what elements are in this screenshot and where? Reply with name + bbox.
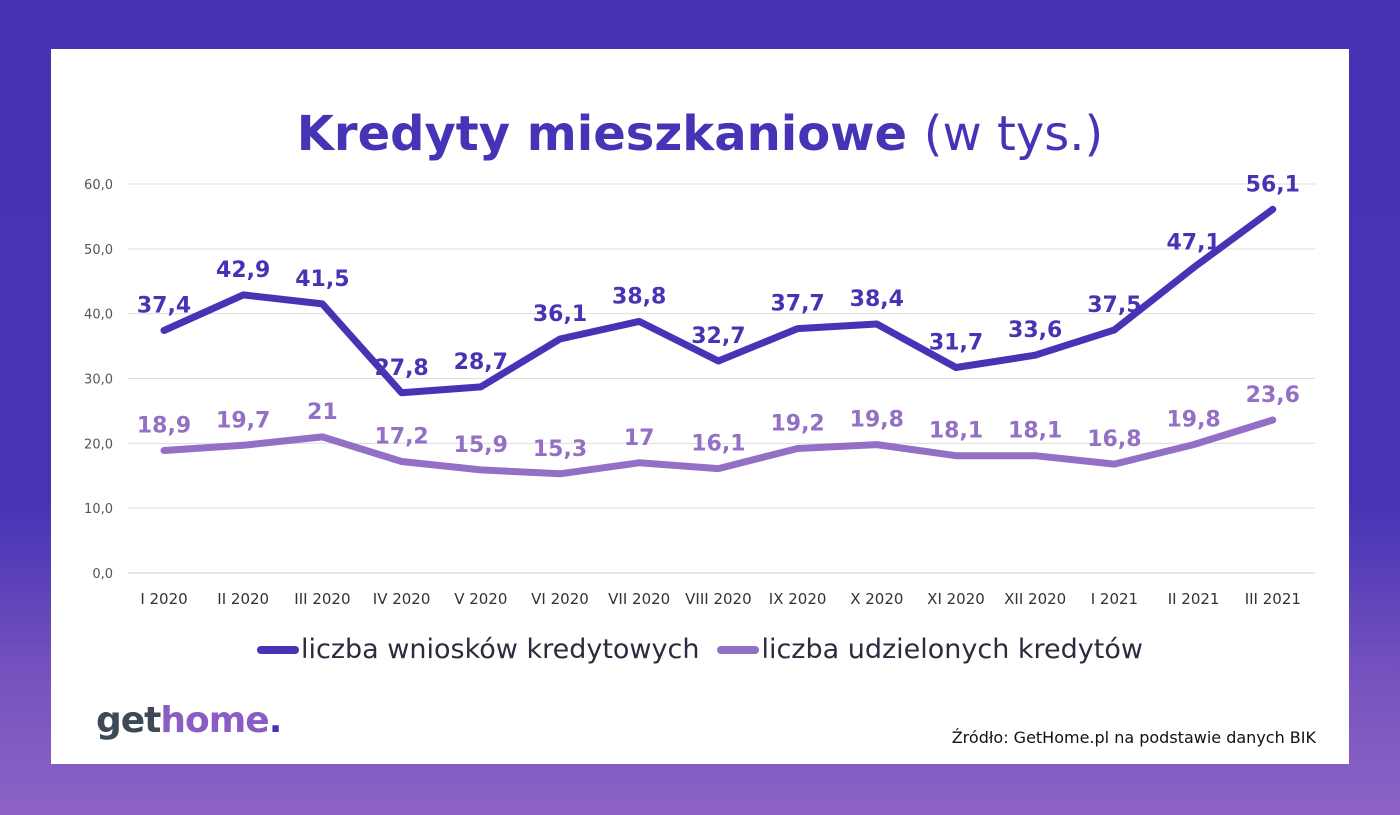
data-label: 31,7 [929,330,983,355]
chart-card [51,49,1349,764]
y-tick-label: 0,0 [92,567,113,582]
legend-item-applications: liczba wniosków kredytowych [257,634,699,665]
x-tick-label: VIII 2020 [685,590,751,608]
legend-label-applications: liczba wniosków kredytowych [301,634,700,665]
data-label: 18,9 [137,413,191,438]
legend: liczba wniosków kredytowych liczba udzie… [0,634,1400,665]
data-label: 56,1 [1246,172,1300,197]
data-label: 37,5 [1087,293,1141,318]
x-tick-label: V 2020 [454,590,507,608]
data-label: 18,1 [929,419,983,444]
data-label: 32,7 [691,324,745,349]
x-tick-label: IX 2020 [769,590,827,608]
chart-title-unit: (w tys.) [923,106,1104,162]
x-tick-label: I 2021 [1091,590,1138,608]
data-label: 42,9 [216,258,270,283]
data-label: 36,1 [533,302,587,327]
series-lines [160,205,1277,478]
y-tick-label: 20,0 [84,437,113,452]
legend-swatch-applications [257,645,300,654]
chart-title-main: Kredyty mieszkaniowe [296,106,908,162]
x-tick-label: II 2020 [217,590,269,608]
x-tick-label: X 2020 [850,590,903,608]
x-tick-label: III 2021 [1245,590,1301,608]
data-labels: 37,4 42,9 41,5 27,8 28,7 36,1 38,8 32,7 37,7 38,4… [137,172,1300,462]
legend-item-granted: liczba udzielonych kredytów [717,634,1143,665]
series-line-applications [160,205,1277,397]
data-label: 18,1 [1008,419,1062,444]
y-axis: 0,0 10,0 20,0 30,0 40,0 50,0 60,0 [84,178,113,582]
y-tick-label: 50,0 [84,243,113,258]
gethome-logo: gethome. [96,700,282,741]
data-label: 19,8 [850,408,904,433]
legend-label-granted: liczba udzielonych kredytów [761,634,1143,665]
data-label: 41,5 [295,267,349,292]
data-label: 19,8 [1166,408,1220,433]
data-label: 16,1 [691,432,745,457]
x-tick-label: XII 2020 [1004,590,1066,608]
x-tick-label: VII 2020 [608,590,670,608]
data-label: 37,7 [770,292,824,317]
data-label: 17 [624,426,655,451]
data-label: 21 [307,400,338,425]
data-label: 38,8 [612,284,666,309]
y-tick-label: 30,0 [84,373,113,388]
x-tick-label: VI 2020 [531,590,589,608]
data-label: 23,6 [1246,383,1300,408]
x-tick-label: II 2021 [1168,590,1220,608]
data-label: 17,2 [374,424,428,449]
series-line-granted [160,416,1277,478]
x-axis: I 2020 II 2020 III 2020 IV 2020 V 2020 VI 202… [140,590,1301,608]
data-label: 37,4 [137,294,191,319]
chart-title: Kredyty mieszkaniowe (w tys.) [0,104,1400,164]
data-label: 38,4 [850,287,904,312]
source-note: Źródło: GetHome.pl na podstawie danych B… [951,728,1316,747]
data-label: 47,1 [1166,231,1220,256]
data-label: 16,8 [1087,427,1141,452]
x-tick-label: XI 2020 [927,590,985,608]
y-tick-label: 40,0 [84,308,113,323]
x-tick-label: IV 2020 [373,590,431,608]
data-label: 33,6 [1008,318,1062,343]
data-label: 28,7 [454,350,508,375]
data-label: 27,8 [374,356,428,381]
gridlines [128,183,1315,574]
data-label: 15,3 [533,437,587,462]
x-tick-label: III 2020 [294,590,350,608]
data-label: 19,7 [216,408,270,433]
y-tick-label: 10,0 [84,502,113,517]
y-tick-label: 60,0 [84,178,113,193]
x-tick-label: I 2020 [140,590,187,608]
legend-swatch-granted [717,645,760,654]
data-label: 15,9 [454,433,508,458]
data-label: 19,2 [770,412,824,437]
